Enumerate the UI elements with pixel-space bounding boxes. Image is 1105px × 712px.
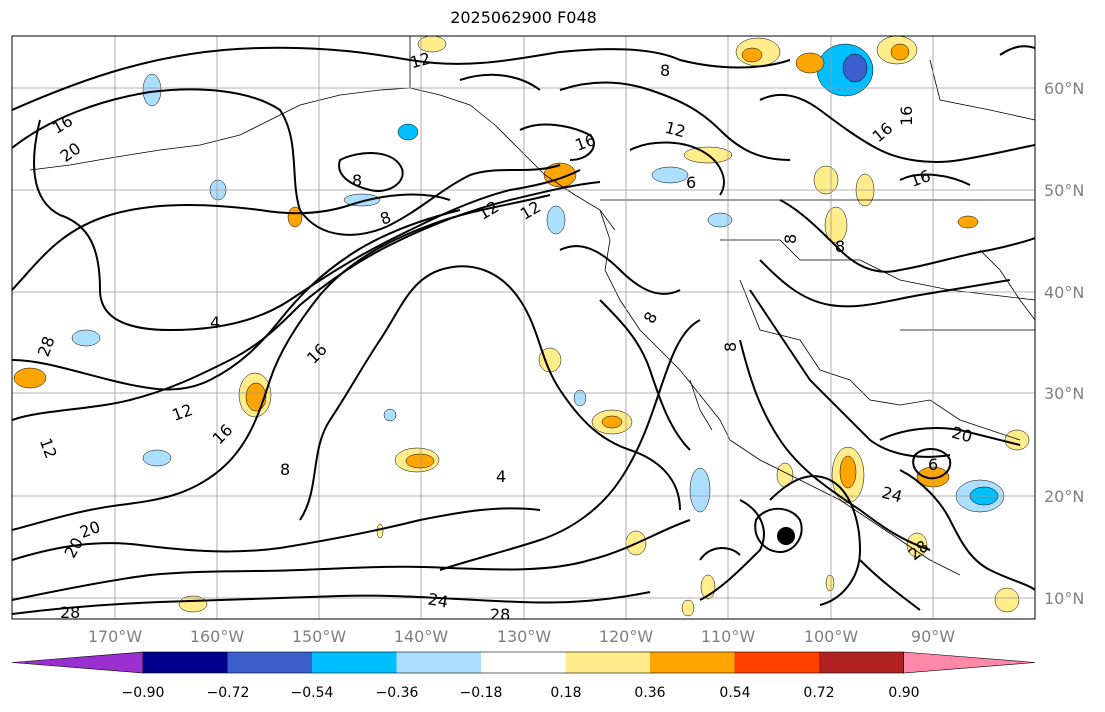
anomaly-area [813, 165, 839, 195]
anomaly-area [287, 206, 303, 228]
colorbar-extend-low [11, 651, 144, 674]
colorbar-segment [565, 652, 651, 673]
latitude-axis: 60°N 50°N 40°N 30°N 20°N 10°N [1044, 79, 1084, 608]
anomaly-area [71, 329, 101, 347]
colorbar-tick-label: 0.72 [803, 685, 834, 701]
longitude-label: 90°W [911, 627, 955, 646]
anomaly-area [689, 467, 711, 513]
anomaly-area [1004, 429, 1030, 451]
contour-label: 16 [897, 106, 916, 126]
anomaly-area [824, 206, 848, 244]
anomaly-area [383, 408, 397, 422]
coastlines-and-borders [29, 36, 1035, 576]
colorbar: −0.90 −0.72 −0.54 −0.36 −0.18 0.18 0.36 … [11, 651, 1036, 701]
contour-label: 4 [496, 467, 506, 486]
latitude-label: 50°N [1044, 181, 1084, 200]
anomaly-area [890, 43, 910, 61]
colorbar-tick-label: 0.90 [888, 685, 919, 701]
contour-label: 28 [60, 603, 80, 622]
storm-center-marker [777, 527, 795, 545]
anomaly-area [376, 523, 384, 539]
contour-label: 28 [490, 605, 510, 624]
anomaly-area [245, 382, 267, 412]
contour-label: 12 [663, 118, 688, 142]
colorbar-tick-label: 0.54 [719, 685, 750, 701]
colorbar-tick-label: −0.90 [122, 685, 165, 701]
anomaly-area [681, 599, 695, 617]
colorbar-segment [227, 652, 313, 673]
gridlines [12, 36, 1035, 619]
contour-lines [12, 45, 1035, 615]
colorbar-ticks: −0.90 −0.72 −0.54 −0.36 −0.18 0.18 0.36 … [122, 685, 920, 701]
colorbar-segment [396, 652, 482, 673]
map-panel [12, 36, 1035, 619]
longitude-axis: 170°W 160°W 150°W 140°W 130°W 120°W 110°… [88, 627, 955, 646]
colorbar-segment [734, 652, 820, 673]
contour-label: 24 [426, 589, 449, 611]
anomaly-area [795, 52, 825, 74]
anomaly-area [397, 123, 419, 141]
latitude-label: 20°N [1044, 487, 1084, 506]
colorbar-tick-label: −0.72 [207, 685, 250, 701]
anomaly-area [957, 215, 979, 229]
anomaly-area [417, 36, 447, 53]
anomaly-area [573, 389, 587, 407]
anomaly-area [405, 453, 435, 469]
colorbar-segment [143, 652, 228, 673]
colorbar-segment [312, 652, 397, 673]
longitude-label: 140°W [394, 627, 449, 646]
contour-label: 8 [352, 171, 362, 190]
contour-label: 8 [660, 61, 670, 80]
longitude-label: 170°W [88, 627, 143, 646]
colorbar-segments [11, 651, 1036, 674]
anomaly-area [842, 53, 868, 83]
anomaly-area [651, 166, 689, 184]
anomaly-area [994, 587, 1020, 613]
anomaly-area [178, 595, 208, 613]
anomaly-area [601, 415, 623, 429]
colorbar-tick-label: 0.36 [634, 685, 665, 701]
anomaly-area [839, 455, 857, 489]
anomaly-area [741, 47, 763, 63]
contour-label: 8 [721, 342, 740, 352]
contour-label: 12 [408, 49, 433, 73]
contour-label: 6 [686, 173, 696, 192]
longitude-label: 120°W [599, 627, 654, 646]
colorbar-outline [142, 651, 904, 674]
map-frame [11, 35, 1036, 620]
longitude-label: 160°W [190, 627, 245, 646]
anomaly-area [142, 73, 162, 107]
contour-label: 4 [210, 313, 220, 332]
colorbar-segment [481, 652, 566, 673]
colorbar-tick-label: −0.54 [291, 685, 334, 701]
contour-label: 6 [928, 455, 938, 474]
anomaly-area [707, 212, 733, 228]
colorbar-tick-label: −0.36 [376, 685, 419, 701]
colorbar-segment [650, 652, 735, 673]
anomaly-area [142, 449, 172, 467]
colorbar-tick-label: −0.18 [460, 685, 503, 701]
map-title: 2025062900 F048 [450, 8, 597, 27]
latitude-label: 10°N [1044, 589, 1084, 608]
contour-label: 20 [950, 423, 975, 447]
latitude-label: 60°N [1044, 79, 1084, 98]
anomaly-area [13, 367, 47, 389]
longitude-label: 110°W [701, 627, 756, 646]
longitude-label: 130°W [497, 627, 552, 646]
latitude-label: 30°N [1044, 384, 1084, 403]
colorbar-segment [819, 652, 904, 673]
contour-label: 8 [835, 237, 845, 256]
longitude-label: 100°W [804, 627, 859, 646]
contour-label: 24 [880, 483, 905, 507]
latitude-label: 40°N [1044, 283, 1084, 302]
anomaly-area [546, 205, 566, 235]
anomaly-area [825, 574, 835, 592]
colorbar-tick-label: 0.18 [550, 685, 581, 701]
longitude-label: 150°W [292, 627, 347, 646]
contour-label: 8 [280, 460, 290, 479]
contour-label: 8 [781, 234, 800, 244]
colorbar-extend-high [903, 651, 1036, 674]
